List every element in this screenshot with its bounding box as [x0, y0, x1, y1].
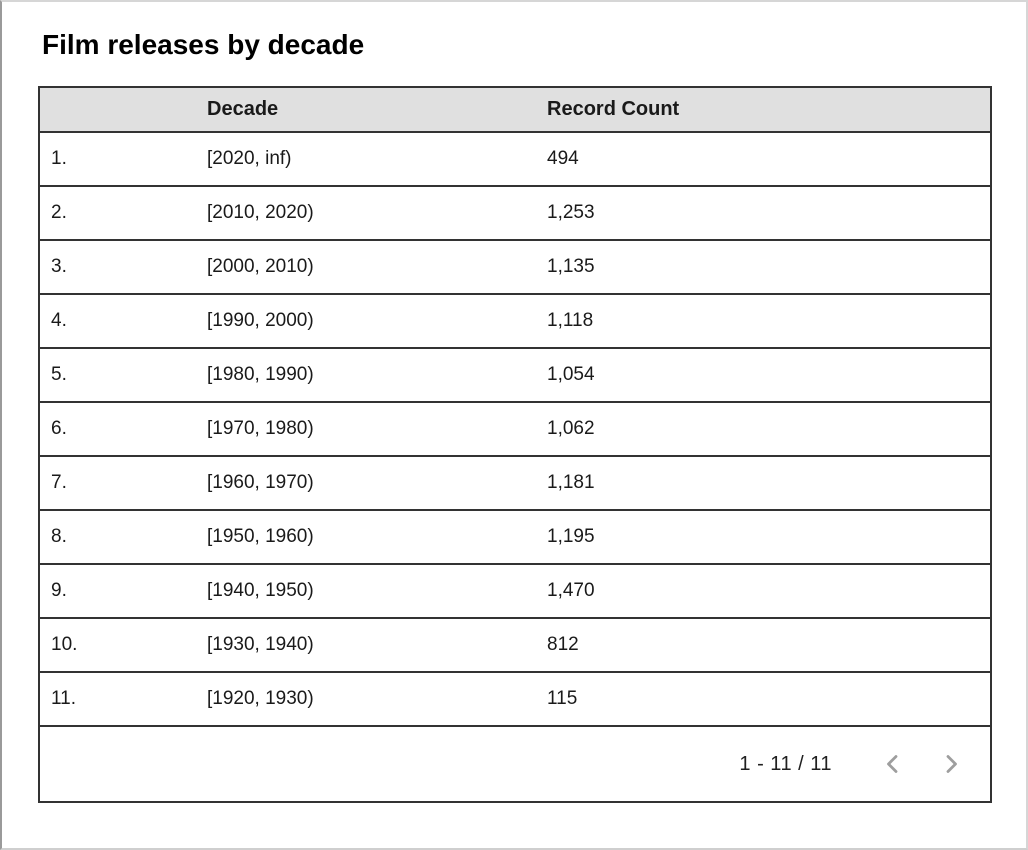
row-number-cell: 2.	[40, 186, 192, 241]
row-decade-cell: [2020, inf)	[192, 132, 532, 187]
row-count-cell: 1,195	[532, 510, 990, 565]
row-count-cell: 1,062	[532, 402, 990, 457]
row-decade-cell: [1960, 1970)	[192, 456, 532, 511]
row-count-cell: 115	[532, 672, 990, 727]
header-cell-decade[interactable]: Decade	[192, 88, 532, 133]
table-row: 10. [1930, 1940) 812	[40, 618, 990, 673]
page-title: Film releases by decade	[42, 29, 365, 60]
row-number-cell: 10.	[40, 618, 192, 673]
header-cell-record-count[interactable]: Record Count	[532, 88, 990, 133]
row-number-cell: 7.	[40, 456, 192, 511]
row-number-cell: 6.	[40, 402, 192, 457]
table-row: 6. [1970, 1980) 1,062	[40, 402, 990, 457]
row-number-cell: 11.	[40, 672, 192, 727]
row-number-cell: 5.	[40, 348, 192, 403]
table-row: 5. [1980, 1990) 1,054	[40, 348, 990, 403]
chevron-right-icon	[939, 752, 963, 776]
table-row: 8. [1950, 1960) 1,195	[40, 510, 990, 565]
pagination-prev-button[interactable]	[880, 751, 906, 777]
pagination-next-button[interactable]	[938, 751, 964, 777]
row-decade-cell: [1990, 2000)	[192, 294, 532, 349]
pagination-range-label: 1 - 11 / 11	[739, 752, 832, 775]
table-row: 3. [2000, 2010) 1,135	[40, 240, 990, 295]
row-decade-cell: [1970, 1980)	[192, 402, 532, 457]
row-decade-cell: [1920, 1930)	[192, 672, 532, 727]
row-number-cell: 1.	[40, 132, 192, 187]
row-decade-cell: [2010, 2020)	[192, 186, 532, 241]
row-decade-cell: [1980, 1990)	[192, 348, 532, 403]
row-number-cell: 8.	[40, 510, 192, 565]
row-count-cell: 1,470	[532, 564, 990, 619]
row-count-cell: 494	[532, 132, 990, 187]
row-count-cell: 1,253	[532, 186, 990, 241]
row-decade-cell: [1940, 1950)	[192, 564, 532, 619]
row-count-cell: 1,118	[532, 294, 990, 349]
row-decade-cell: [2000, 2010)	[192, 240, 532, 295]
table-row: 4. [1990, 2000) 1,118	[40, 294, 990, 349]
row-decade-cell: [1930, 1940)	[192, 618, 532, 673]
table-header-row: Decade Record Count	[40, 88, 990, 133]
row-count-cell: 812	[532, 618, 990, 673]
row-count-cell: 1,135	[532, 240, 990, 295]
row-number-cell: 9.	[40, 564, 192, 619]
table-header: Decade Record Count	[40, 88, 990, 133]
row-number-cell: 4.	[40, 294, 192, 349]
film-releases-table: Decade Record Count 1. [2020, inf) 494 2. [2…	[40, 88, 990, 727]
row-decade-cell: [1950, 1960)	[192, 510, 532, 565]
row-count-cell: 1,181	[532, 456, 990, 511]
table-row: 11. [1920, 1930) 115	[40, 672, 990, 727]
film-releases-table-widget: Decade Record Count 1. [2020, inf) 494 2. [2…	[38, 86, 992, 803]
row-number-cell: 3.	[40, 240, 192, 295]
table-footer: 1 - 11 / 11	[40, 727, 990, 801]
table-row: 9. [1940, 1950) 1,470	[40, 564, 990, 619]
chevron-left-icon	[881, 752, 905, 776]
header-cell-index	[40, 88, 192, 133]
table-row: 1. [2020, inf) 494	[40, 132, 990, 187]
table-body: 1. [2020, inf) 494 2. [2010, 2020) 1,253 3. [20…	[40, 132, 990, 727]
table-row: 2. [2010, 2020) 1,253	[40, 186, 990, 241]
row-count-cell: 1,054	[532, 348, 990, 403]
table-row: 7. [1960, 1970) 1,181	[40, 456, 990, 511]
